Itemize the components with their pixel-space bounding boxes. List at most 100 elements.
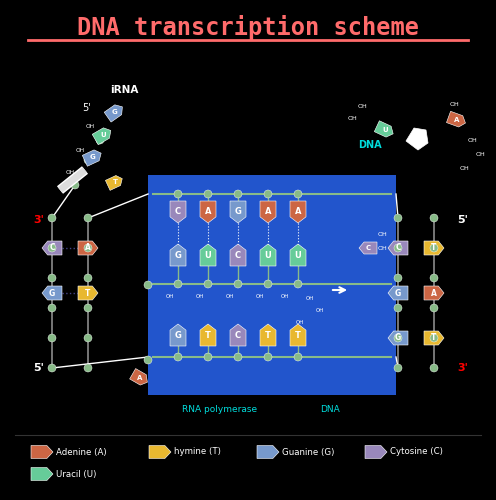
Circle shape — [84, 156, 92, 164]
Text: DNA: DNA — [358, 140, 381, 150]
Polygon shape — [104, 105, 123, 122]
Polygon shape — [446, 112, 465, 127]
Polygon shape — [149, 446, 171, 458]
Circle shape — [234, 280, 242, 288]
Circle shape — [234, 353, 242, 361]
Text: T: T — [295, 330, 301, 340]
Polygon shape — [424, 286, 444, 300]
Circle shape — [394, 274, 402, 282]
Text: T: T — [265, 330, 271, 340]
Text: T: T — [205, 330, 211, 340]
Polygon shape — [200, 244, 216, 266]
Text: OH: OH — [467, 138, 477, 142]
Polygon shape — [129, 368, 147, 385]
Text: C: C — [235, 330, 241, 340]
Circle shape — [204, 190, 212, 198]
Text: U: U — [205, 250, 211, 260]
Polygon shape — [424, 241, 444, 255]
Text: A: A — [295, 208, 301, 216]
Text: A: A — [137, 375, 143, 381]
Circle shape — [430, 214, 438, 222]
Circle shape — [71, 181, 79, 189]
Text: OH: OH — [226, 294, 234, 299]
Text: RNA polymerase: RNA polymerase — [183, 404, 257, 413]
Polygon shape — [200, 201, 216, 223]
Polygon shape — [257, 446, 279, 458]
Polygon shape — [260, 244, 276, 266]
Polygon shape — [200, 324, 216, 346]
Text: G: G — [175, 250, 182, 260]
Text: 5': 5' — [457, 215, 468, 225]
Text: OH: OH — [166, 294, 174, 299]
Text: G: G — [395, 288, 401, 298]
Polygon shape — [31, 446, 53, 458]
Circle shape — [264, 353, 272, 361]
Text: C: C — [366, 245, 371, 251]
Polygon shape — [31, 468, 53, 480]
Polygon shape — [230, 324, 246, 346]
Text: OH: OH — [196, 294, 204, 299]
Circle shape — [96, 136, 104, 144]
Circle shape — [204, 280, 212, 288]
Polygon shape — [260, 324, 276, 346]
Circle shape — [394, 214, 402, 222]
Circle shape — [84, 274, 92, 282]
Circle shape — [48, 334, 56, 342]
Circle shape — [294, 190, 302, 198]
Polygon shape — [424, 331, 444, 345]
Text: G: G — [49, 288, 55, 298]
Polygon shape — [359, 242, 377, 254]
Text: OH: OH — [316, 308, 324, 313]
Text: A: A — [454, 117, 460, 123]
Polygon shape — [106, 176, 122, 190]
Polygon shape — [388, 331, 408, 345]
Polygon shape — [78, 286, 98, 300]
Text: A: A — [85, 244, 91, 252]
Text: OH: OH — [460, 166, 470, 170]
Text: G: G — [90, 154, 96, 160]
Text: U: U — [265, 250, 271, 260]
Polygon shape — [406, 128, 428, 150]
Text: T: T — [432, 244, 436, 252]
Polygon shape — [374, 121, 393, 137]
Circle shape — [48, 304, 56, 312]
Text: T: T — [113, 179, 118, 185]
Circle shape — [48, 364, 56, 372]
Circle shape — [84, 214, 92, 222]
Circle shape — [394, 244, 402, 252]
Polygon shape — [388, 241, 408, 255]
Polygon shape — [388, 286, 408, 300]
Text: OH: OH — [281, 294, 289, 299]
Text: Guanine (G): Guanine (G) — [282, 448, 334, 456]
Text: G: G — [175, 330, 182, 340]
Text: U: U — [382, 127, 388, 133]
Circle shape — [394, 364, 402, 372]
Circle shape — [84, 364, 92, 372]
Text: OH: OH — [475, 152, 485, 158]
Text: C: C — [175, 208, 181, 216]
Text: 3': 3' — [457, 363, 468, 373]
Polygon shape — [78, 241, 98, 255]
Circle shape — [174, 353, 182, 361]
Circle shape — [204, 353, 212, 361]
Polygon shape — [92, 128, 111, 144]
Circle shape — [144, 356, 152, 364]
Text: OH: OH — [256, 294, 264, 299]
Text: A: A — [265, 208, 271, 216]
Polygon shape — [170, 324, 186, 346]
Text: OH: OH — [358, 104, 368, 110]
Polygon shape — [290, 244, 306, 266]
Text: 5': 5' — [33, 363, 44, 373]
Text: T: T — [85, 288, 91, 298]
Text: C: C — [49, 244, 55, 252]
Circle shape — [48, 244, 56, 252]
Polygon shape — [230, 244, 246, 266]
Text: C: C — [395, 244, 401, 252]
Text: U: U — [295, 250, 302, 260]
Text: DNA: DNA — [320, 404, 340, 413]
Text: OH: OH — [85, 124, 95, 130]
Text: T: T — [432, 334, 436, 342]
Text: C: C — [235, 250, 241, 260]
Circle shape — [84, 334, 92, 342]
FancyBboxPatch shape — [148, 175, 396, 395]
